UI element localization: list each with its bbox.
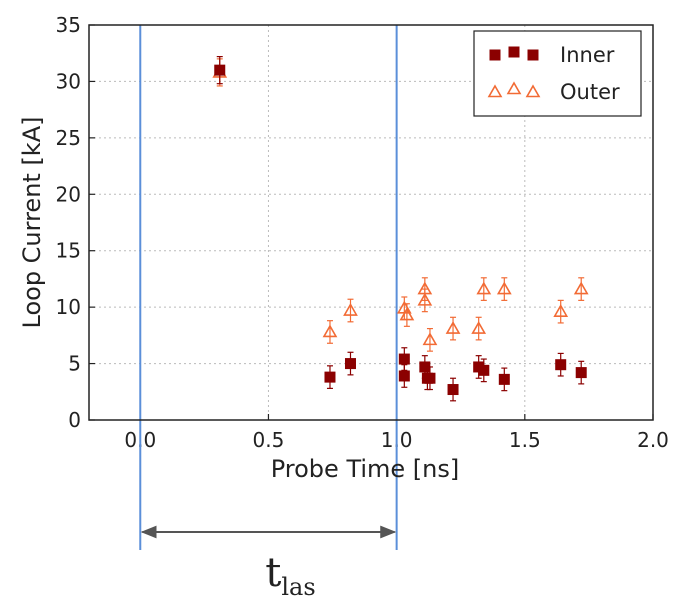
inner-marker: [398, 370, 410, 382]
x-tick-label: 1.5: [509, 428, 541, 452]
inner-point: [344, 351, 356, 376]
inner-marker: [447, 384, 459, 396]
inner-point: [424, 366, 436, 391]
legend-entry-inner: Inner: [489, 43, 615, 67]
y-tick-label: 20: [56, 182, 81, 206]
y-tick-label: 0: [68, 408, 81, 432]
outer-marker: [476, 281, 492, 295]
legend-label: Inner: [560, 43, 615, 67]
annotation-main: t: [265, 550, 281, 596]
outer-marker: [445, 320, 461, 334]
outer-marker: [496, 281, 512, 295]
inner-point: [498, 367, 510, 392]
inner-point: [214, 55, 226, 85]
y-tick-label: 25: [56, 126, 81, 150]
outer-point: [496, 277, 512, 301]
x-tick-label: 2.0: [637, 428, 669, 452]
plot-frame: [88, 24, 654, 421]
outer-point: [322, 320, 338, 344]
outer-point: [573, 277, 589, 301]
outer-point: [399, 303, 415, 327]
y-tick-label: 30: [56, 69, 81, 93]
annotation-subscript: las: [281, 573, 315, 601]
legend-label: Outer: [560, 80, 620, 104]
inner-point: [447, 377, 459, 402]
inner-marker: [424, 372, 436, 384]
y-tick-label: 35: [56, 13, 81, 37]
outer-marker: [471, 320, 487, 334]
legend: Inner Outer: [473, 30, 642, 117]
y-tick-label: 15: [56, 239, 81, 263]
outer-point: [476, 277, 492, 301]
outer-point: [471, 316, 487, 341]
inner-marker: [344, 358, 356, 370]
x-tick-label: 0.5: [253, 428, 285, 452]
y-axis-label: Loop Current [kA]: [18, 117, 46, 329]
reference-lines: [139, 25, 398, 550]
inner-point: [555, 352, 567, 377]
outer-marker: [422, 332, 438, 346]
x-axis-label: Probe Time [ns]: [271, 455, 460, 483]
outer-marker: [525, 84, 541, 98]
y-tick-label: 10: [56, 295, 81, 319]
outer-marker: [506, 81, 522, 95]
y-tick-label: 5: [68, 352, 81, 376]
outer-marker: [573, 281, 589, 295]
legend-entry-outer: Outer: [487, 80, 620, 104]
inner-point: [478, 358, 490, 383]
inner-marker: [555, 359, 567, 371]
outer-point: [343, 298, 358, 323]
legend-box: [473, 30, 642, 117]
inner-marker: [498, 373, 510, 385]
inner-marker: [575, 367, 587, 379]
outer-point: [422, 327, 438, 352]
inner-marker: [214, 64, 226, 76]
inner-marker: [398, 353, 410, 365]
outer-point: [553, 299, 569, 324]
outer-marker: [487, 84, 503, 98]
outer-point: [417, 288, 433, 313]
inner-point: [575, 360, 587, 385]
outer-point: [396, 296, 412, 321]
outer-marker: [553, 304, 569, 317]
inner-marker: [508, 46, 520, 58]
inner-point: [324, 365, 336, 389]
inner-marker: [324, 371, 336, 383]
inner-point: [398, 364, 410, 388]
t-las-annotation: tlas: [140, 525, 397, 601]
inner-marker: [489, 49, 501, 61]
inner-marker: [527, 49, 539, 61]
outer-marker: [343, 302, 358, 316]
inner-marker: [478, 364, 490, 376]
outer-marker: [322, 324, 338, 338]
annotation-label: tlas: [265, 550, 315, 601]
data-points: [212, 55, 589, 402]
outer-marker: [399, 307, 415, 321]
outer-marker: [417, 292, 433, 306]
outer-point: [445, 316, 461, 341]
